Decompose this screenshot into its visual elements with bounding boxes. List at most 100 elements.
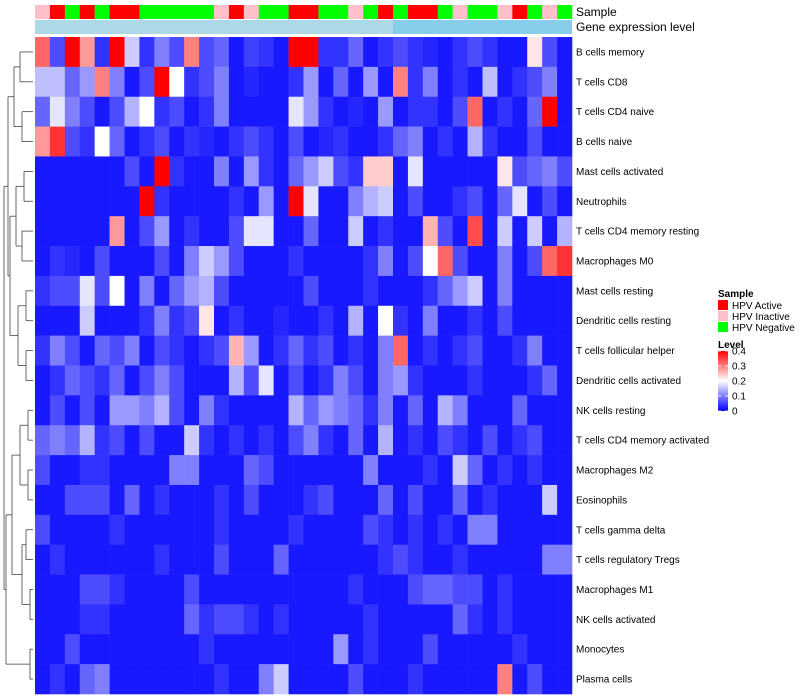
heatmap-cell	[139, 66, 155, 98]
heatmap-cell	[243, 156, 260, 187]
heatmap-cell	[273, 425, 289, 456]
heatmap-cell	[303, 305, 319, 336]
heatmap-cell	[363, 37, 379, 68]
heatmap-cell	[94, 484, 110, 516]
heatmap-cell	[124, 455, 140, 486]
heatmap-cell	[378, 335, 394, 366]
heatmap-cell	[49, 246, 66, 277]
heatmap-cell	[482, 66, 498, 98]
heatmap-cell	[348, 216, 364, 247]
heatmap-cell	[318, 126, 334, 157]
heatmap-cell	[94, 604, 110, 635]
heatmap-cell	[258, 66, 274, 98]
heatmap-cell	[79, 395, 95, 426]
heatmap-cell	[288, 96, 304, 127]
sample-annotation-cell	[437, 5, 453, 19]
heatmap-cell	[49, 156, 66, 187]
heatmap-cell	[512, 37, 528, 68]
heatmap-cell	[94, 275, 110, 307]
annotation-label-gene-expression-level: Gene expression level	[576, 20, 695, 34]
heatmap-cell	[318, 305, 334, 336]
heatmap-cell	[542, 395, 558, 426]
sample-annotation-cell	[214, 5, 230, 19]
heatmap-cell	[482, 664, 498, 695]
heatmap-cell	[184, 216, 200, 247]
heatmap-cell	[49, 365, 66, 396]
heatmap-cell	[378, 126, 394, 157]
heatmap-cell	[303, 96, 319, 127]
heatmap-cell	[512, 186, 528, 217]
heatmap-cell	[348, 574, 364, 605]
heatmap-cell	[258, 514, 274, 545]
heatmap-cell	[139, 305, 155, 336]
heatmap-cell	[273, 544, 289, 575]
heatmap-cell	[258, 335, 274, 366]
sample-annotation-cell	[303, 5, 319, 19]
heatmap-cell	[407, 335, 424, 366]
heatmap-cell	[214, 544, 230, 575]
row-label: Macrophages M0	[576, 256, 654, 267]
heatmap-cell	[422, 365, 439, 396]
heatmap-cell	[139, 275, 155, 307]
heatmap-cell	[154, 335, 170, 366]
heatmap-cell	[422, 186, 439, 217]
heatmap-cell	[303, 365, 319, 396]
heatmap-cell	[199, 514, 215, 545]
sample-annotation-cell	[288, 5, 304, 19]
sample-annotation-cell	[378, 5, 394, 19]
heatmap-cell	[557, 335, 573, 366]
heatmap-cell	[437, 604, 453, 635]
heatmap-cell	[35, 514, 51, 545]
heatmap-cell	[154, 395, 170, 426]
heatmap-cell	[124, 275, 140, 307]
heatmap-cell	[228, 425, 245, 456]
heatmap-cell	[407, 305, 424, 336]
legend-swatch-hpv-active	[718, 300, 728, 310]
sample-annotation-cell	[154, 5, 170, 19]
heatmap-cell	[49, 574, 66, 605]
heatmap-cell	[303, 395, 319, 426]
sample-annotation-cell	[542, 5, 558, 19]
heatmap-cell	[243, 246, 260, 277]
heatmap-cell	[124, 365, 140, 396]
heatmap-cell	[452, 66, 468, 98]
heatmap-cell	[199, 275, 215, 307]
heatmap-cell	[318, 604, 334, 635]
heatmap-cell	[154, 544, 170, 575]
heatmap-cell	[378, 484, 394, 516]
heatmap-cell	[228, 66, 245, 98]
heatmap-cell	[94, 574, 110, 605]
heatmap-cell	[542, 126, 558, 157]
sample-annotation-cell	[35, 5, 51, 19]
gene-level-annotation-left	[35, 20, 393, 34]
heatmap-cell	[243, 275, 260, 307]
heatmap-cell	[482, 395, 498, 426]
heatmap-cell	[303, 574, 319, 605]
heatmap-cell	[378, 574, 394, 605]
heatmap-cell	[169, 37, 185, 68]
heatmap-cell	[482, 186, 498, 217]
heatmap-cell	[407, 126, 424, 157]
heatmap-cell	[214, 66, 230, 98]
heatmap-cell	[497, 574, 513, 605]
heatmap-cell	[557, 365, 573, 396]
heatmap-cell	[49, 275, 66, 307]
heatmap-cell	[303, 186, 319, 217]
heatmap-cell	[35, 305, 51, 336]
heatmap-cell	[64, 305, 81, 336]
heatmap-cell	[333, 455, 349, 486]
heatmap-cell	[482, 604, 498, 635]
heatmap-cell	[169, 96, 185, 127]
heatmap-cell	[422, 484, 439, 516]
heatmap-cell	[64, 425, 81, 456]
heatmap-cell	[333, 395, 349, 426]
sample-annotation-cell	[393, 5, 409, 19]
heatmap-cell	[214, 604, 230, 635]
heatmap-cell	[422, 395, 439, 426]
heatmap-cell	[79, 455, 95, 486]
heatmap-cell	[452, 335, 468, 366]
level-color-bar	[718, 351, 728, 411]
heatmap-cell	[243, 216, 260, 247]
heatmap-cell	[467, 395, 483, 426]
row-label: Dendritic cells resting	[576, 316, 671, 327]
